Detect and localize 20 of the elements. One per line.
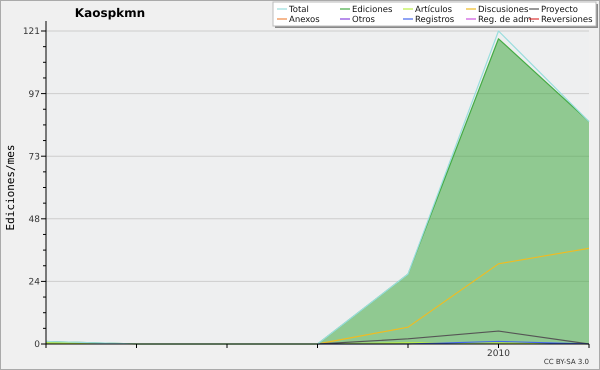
y-tick-label: 0 [34,340,40,350]
legend-label: Reg. de adm. [478,14,534,25]
y-axis-title: Ediciones/mes [4,144,17,231]
y-tick-label: 97 [28,90,40,100]
y-tick-label: 121 [22,27,40,38]
legend-label: Proyecto [541,4,578,15]
chart-title: Kaospkmn [74,6,146,20]
legend-label: Ediciones [352,4,393,15]
legend-label: Total [288,4,309,15]
legend-label: Reversiones [541,14,594,25]
x-tick-label: 2010 [487,349,510,359]
legend-label: Anexos [289,14,320,25]
y-tick-label: 48 [28,214,40,225]
legend-label: Discusiones [478,4,530,15]
legend-label: Artículos [415,4,453,15]
y-tick-label: 73 [28,152,40,162]
legend-label: Otros [352,14,376,25]
legend-label: Registros [415,14,455,25]
line-series [316,248,590,345]
y-tick-label: 24 [28,278,40,288]
